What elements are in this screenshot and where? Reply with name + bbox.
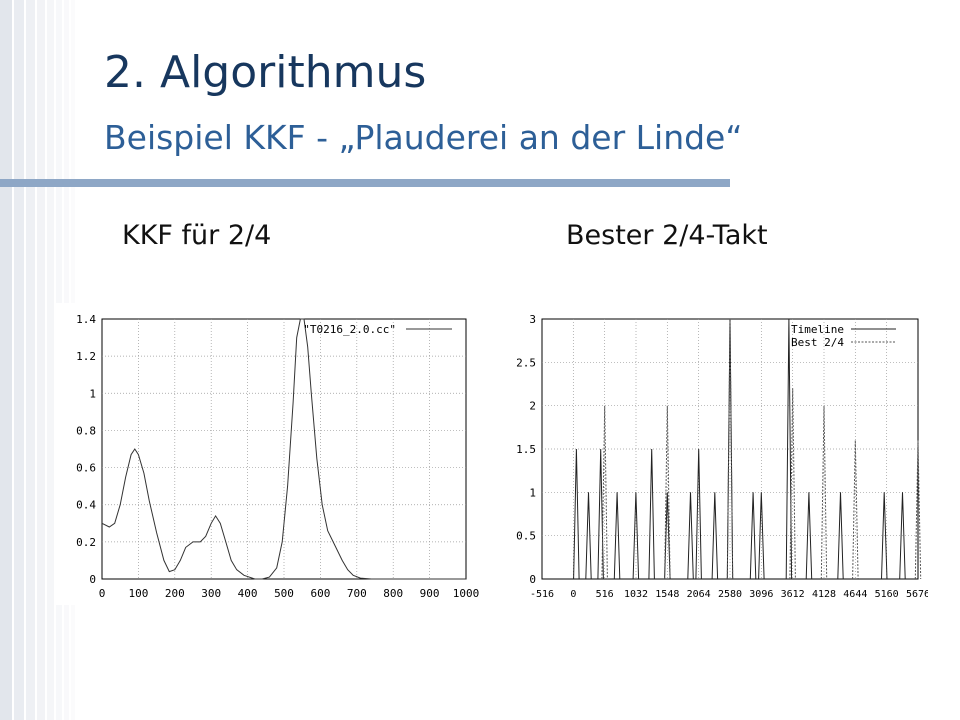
best-peak <box>664 405 671 580</box>
y-tick-label: 0.2 <box>76 536 96 549</box>
slide-subtitle: Beispiel KKF - „Plauderei an der Linde“ <box>104 118 743 157</box>
y-tick-label: 0.5 <box>516 530 536 543</box>
timeline-chart-svg: 0 0.5 1 1.5 2 2.5 3 -516 0 516 1032 1548 2064 2580 309… <box>516 313 930 600</box>
x-tick-label: 3096 <box>749 589 773 600</box>
timeline-peak <box>597 448 604 580</box>
timeline-peak <box>758 492 765 580</box>
legend-label: "T0216_2.0.cc" <box>303 323 396 336</box>
x-tick-label: 900 <box>420 587 440 600</box>
x-tick-label: 0 <box>99 587 106 600</box>
caption-right: Bester 2/4-Takt <box>566 220 768 251</box>
timeline-chart: 0 0.5 1 1.5 2 2.5 3 -516 0 516 1032 1548 2064 2580 309… <box>496 303 930 605</box>
timeline-peak <box>613 492 621 580</box>
y-tick-label: 3 <box>529 313 536 326</box>
title-underline <box>0 179 730 187</box>
x-tick-label: 1548 <box>655 589 679 600</box>
best-peak <box>789 388 796 580</box>
best-peak <box>914 440 922 580</box>
x-tick-label: 500 <box>274 587 294 600</box>
best-peak <box>601 405 608 580</box>
legend-label: Timeline <box>791 323 844 336</box>
x-tick-label: 1032 <box>624 589 648 600</box>
timeline-peak <box>837 492 844 580</box>
x-tick-label: 600 <box>310 587 330 600</box>
y-tick-label: 2.5 <box>516 356 536 369</box>
series-line-kkf <box>101 318 466 580</box>
x-tick-label: 200 <box>165 587 185 600</box>
best-peak <box>726 318 734 580</box>
y-tick-label: 1 <box>89 387 96 400</box>
timeline-peak <box>881 492 888 580</box>
timeline-peak <box>785 318 793 580</box>
x-tick-label: 1000 <box>453 587 480 600</box>
slide-title: 2. Algorithmus <box>104 47 427 98</box>
timeline-peak <box>711 492 719 580</box>
x-tick-label: 700 <box>347 587 367 600</box>
x-tick-label: 4128 <box>812 589 836 600</box>
timeline-peak <box>695 448 702 580</box>
best-peak <box>852 440 859 580</box>
x-tick-label: 5160 <box>875 589 899 600</box>
x-tick-label: 2580 <box>718 589 742 600</box>
timeline-peak <box>749 492 757 580</box>
x-tick-label: 5676 <box>906 589 928 600</box>
x-tick-label: 400 <box>238 587 258 600</box>
legend-label: Best 2/4 <box>791 336 844 349</box>
y-tick-label: 1.4 <box>76 313 96 326</box>
timeline-peak <box>805 492 813 580</box>
y-tick-label: 0.8 <box>76 424 96 437</box>
best-peak <box>820 405 828 580</box>
timeline-peak <box>899 492 906 580</box>
y-tick-label: 0.4 <box>76 499 96 512</box>
y-tick-label: 0 <box>89 573 96 586</box>
x-tick-label: 2064 <box>687 589 711 600</box>
timeline-peak <box>687 492 694 580</box>
y-tick-label: 1.2 <box>76 350 96 363</box>
y-tick-label: 2 <box>529 400 536 413</box>
y-tick-label: 1 <box>529 486 536 499</box>
x-tick-label: 4644 <box>843 589 867 600</box>
x-tick-label: 0 <box>570 589 576 600</box>
x-tick-label: 516 <box>596 589 614 600</box>
x-tick-label: 3612 <box>781 589 805 600</box>
timeline-peak <box>573 448 580 580</box>
x-tick-label: 800 <box>383 587 403 600</box>
timeline-peak <box>585 492 592 580</box>
timeline-peak <box>648 448 655 580</box>
y-tick-label: 0.6 <box>76 462 96 475</box>
y-tick-label: 0 <box>529 573 536 586</box>
y-tick-label: 1.5 <box>516 443 536 456</box>
kkf-chart: 0 0.2 0.4 0.6 0.8 1 1.2 1.4 0 100 200 300 400 500 600 7… <box>56 303 488 605</box>
x-tick-label: 100 <box>128 587 148 600</box>
x-tick-label: 300 <box>201 587 221 600</box>
kkf-chart-svg: 0 0.2 0.4 0.6 0.8 1 1.2 1.4 0 100 200 300 400 500 600 7… <box>76 313 480 600</box>
timeline-peak <box>632 492 640 580</box>
x-tick-label: -516 <box>530 589 554 600</box>
caption-left: KKF für 2/4 <box>122 220 272 251</box>
